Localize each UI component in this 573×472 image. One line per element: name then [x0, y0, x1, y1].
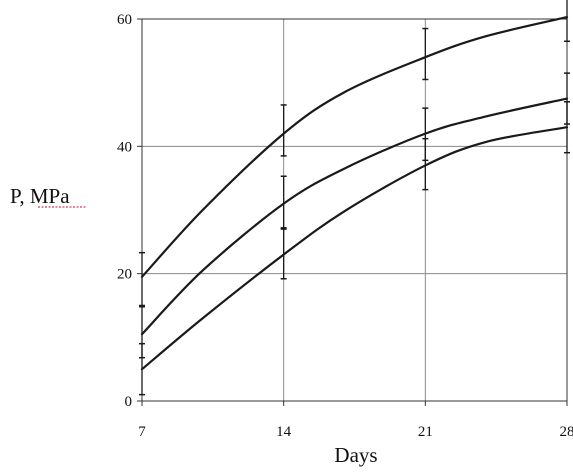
- y-tick-label: 0: [125, 394, 133, 410]
- y-axis-title: P, MPa: [10, 184, 70, 208]
- x-tick-label: 14: [276, 424, 292, 440]
- y-tick-label: 20: [117, 267, 132, 283]
- series-line: [142, 17, 567, 277]
- y-tick-label: 60: [117, 12, 132, 28]
- error-bar: [139, 253, 145, 306]
- x-axis-title: Days: [334, 443, 377, 467]
- error-bar: [422, 29, 428, 80]
- series-lines: [142, 17, 567, 369]
- y-tick-label: 40: [117, 139, 132, 155]
- y-axis-title-unit: MPa: [30, 184, 70, 208]
- series-line: [142, 99, 567, 335]
- x-tick-label: 28: [560, 424, 573, 440]
- error-bar: [564, 0, 570, 41]
- error-bar: [281, 105, 287, 156]
- x-tick-label: 7: [138, 424, 146, 440]
- grid-lines: [142, 19, 567, 401]
- error-bars: [139, 0, 570, 395]
- plot-border: [142, 19, 567, 401]
- tick-labels: 7 14 21 28 0 20 40 60: [117, 12, 573, 440]
- y-axis-title-prefix: P,: [10, 184, 30, 208]
- x-tick-label: 21: [418, 424, 433, 440]
